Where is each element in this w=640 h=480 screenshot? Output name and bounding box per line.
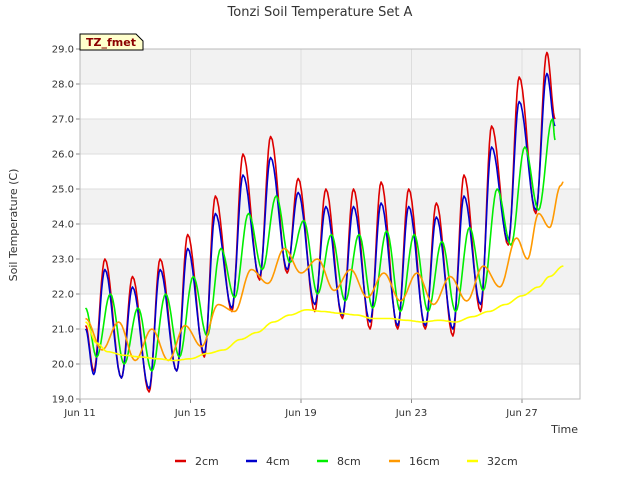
plot-band [80,329,580,364]
chart-title: Tonzi Soil Temperature Set A [227,5,413,20]
y-tick-label: 23.0 [52,255,74,266]
y-tick-label: 20.0 [52,360,74,371]
series-line-16cm [85,181,564,362]
site-badge: TZ_fmet [79,33,144,51]
y-tick-label: 29.0 [52,45,74,56]
x-axis-label: Time [550,423,578,436]
series-line-32cm [85,265,564,362]
y-tick-label: 28.0 [52,80,74,91]
x-tick-label: Jun 15 [174,408,207,419]
x-tick-label: Jun 11 [63,408,96,419]
y-tick-label: 25.0 [52,185,74,196]
x-tick-label: Jun 19 [284,408,317,419]
axes: 19.0 20.0 21.0 22.0 23.0 24.0 25.0 26.0 27.0 28.0… [52,45,581,419]
plot-band [80,119,580,154]
legend-label-8cm: 8cm [337,455,361,468]
y-tick-label: 26.0 [52,150,74,161]
plot-frame [79,48,581,400]
series-line-4cm [84,72,556,390]
legend-label-4cm: 4cm [266,455,290,468]
y-axis-label: Soil Temperature (C) [7,169,20,282]
legend-label-2cm: 2cm [195,455,219,468]
plot-band [80,49,580,84]
series-lines [84,51,564,393]
legend: 2cm 4cm 8cm 16cm 32cm [175,455,518,468]
legend-label-16cm: 16cm [409,455,440,468]
y-tick-label: 22.0 [52,290,74,301]
y-tick-label: 19.0 [52,395,74,406]
site-badge-shape [79,33,144,51]
x-tick-label: Jun 27 [505,408,538,419]
x-tick-label: Jun 23 [395,408,428,419]
legend-label-32cm: 32cm [487,455,518,468]
series-line-8cm [84,118,556,372]
site-badge-text: TZ_fmet [86,36,136,49]
y-tick-label: 21.0 [52,325,74,336]
y-tick-label: 24.0 [52,220,74,231]
y-tick-label: 27.0 [52,115,74,126]
